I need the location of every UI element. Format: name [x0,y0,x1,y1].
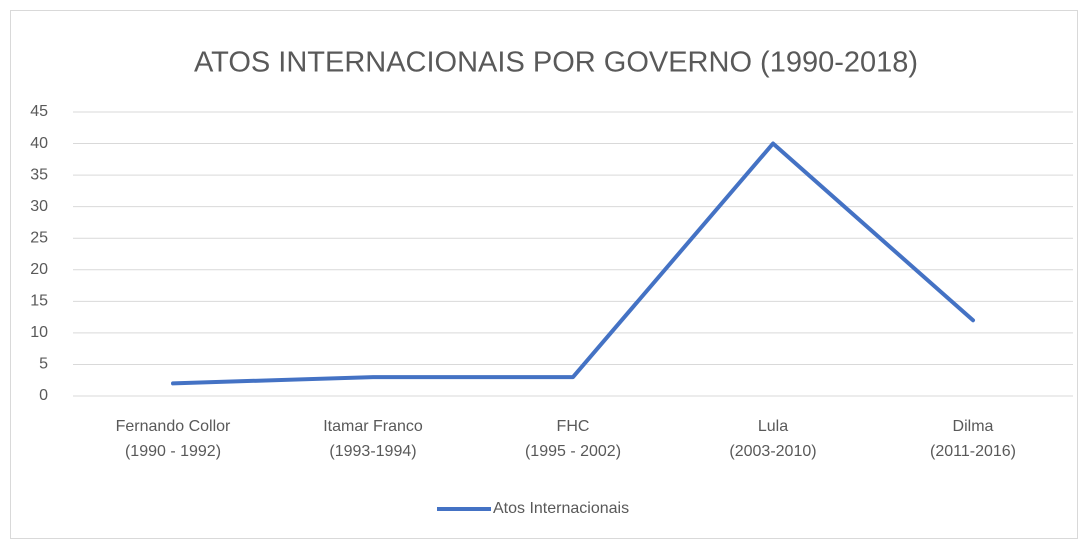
x-tick-label: (1993-1994) [329,443,416,460]
x-tick-label: FHC [557,418,590,435]
x-tick-label: Dilma [953,418,994,435]
x-tick-label: Lula [758,418,788,435]
y-tick-label: 25 [30,229,48,246]
chart-border [10,10,1078,539]
y-tick-label: 15 [30,293,48,310]
y-tick-label: 20 [30,261,48,278]
y-tick-label: 40 [30,135,48,152]
chart-title: ATOS INTERNACIONAIS POR GOVERNO (1990-20… [194,47,918,79]
y-tick-label: 0 [39,387,48,404]
x-tick-label: (1995 - 2002) [525,443,621,460]
line-series [171,141,975,386]
y-tick-label: 45 [30,103,48,120]
x-tick-label: (2011-2016) [930,443,1016,460]
y-tick-label: 30 [30,198,48,215]
y-tick-label: 35 [30,166,48,183]
x-tick-label: (1990 - 1992) [125,443,221,460]
x-tick-label: Fernando Collor [116,418,231,435]
y-tick-label: 10 [30,324,48,341]
y-tick-label: 5 [39,356,48,373]
x-tick-label: (2003-2010) [729,443,816,460]
legend-label: Atos Internacionais [493,500,629,517]
x-tick-label: Itamar Franco [323,418,423,435]
